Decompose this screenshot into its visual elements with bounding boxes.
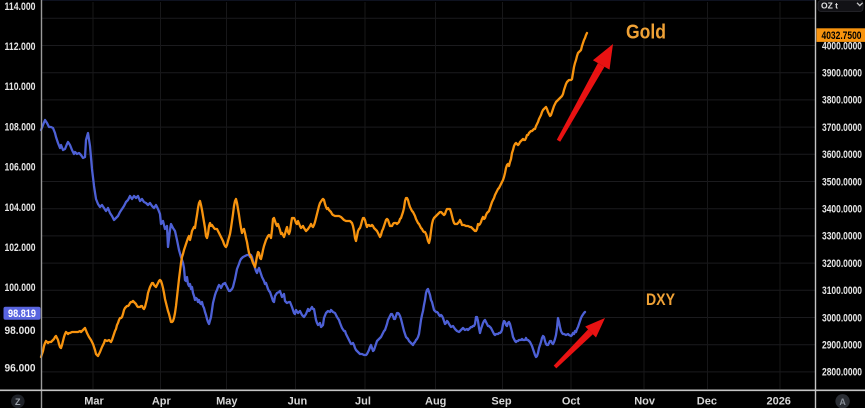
svg-text:3000.0000: 3000.0000: [822, 312, 862, 324]
svg-text:3300.0000: 3300.0000: [822, 231, 862, 243]
svg-text:Dec: Dec: [697, 396, 717, 408]
svg-text:100.000: 100.000: [5, 282, 36, 294]
svg-text:3700.0000: 3700.0000: [822, 122, 862, 134]
svg-text:Mar: Mar: [84, 396, 104, 408]
svg-text:Sep: Sep: [491, 396, 511, 408]
svg-text:96.000: 96.000: [5, 363, 36, 375]
svg-text:104.000: 104.000: [5, 202, 36, 214]
svg-text:3800.0000: 3800.0000: [822, 95, 862, 107]
svg-text:Z: Z: [15, 397, 21, 407]
svg-text:3500.0000: 3500.0000: [822, 176, 862, 188]
svg-text:Gold: Gold: [626, 22, 666, 44]
svg-text:2900.0000: 2900.0000: [822, 340, 862, 352]
svg-text:4000.0000: 4000.0000: [822, 40, 862, 52]
svg-text:Oct: Oct: [562, 396, 581, 408]
svg-text:114.000: 114.000: [5, 1, 36, 13]
svg-text:Jul: Jul: [355, 396, 371, 408]
svg-text:112.000: 112.000: [5, 41, 36, 53]
svg-text:3900.0000: 3900.0000: [822, 68, 862, 80]
svg-text:108.000: 108.000: [5, 121, 36, 133]
svg-text:110.000: 110.000: [5, 81, 36, 93]
svg-text:Apr: Apr: [152, 396, 172, 408]
svg-text:3200.0000: 3200.0000: [822, 258, 862, 270]
svg-text:May: May: [216, 396, 238, 408]
svg-text:3100.0000: 3100.0000: [822, 285, 862, 297]
svg-text:102.000: 102.000: [5, 242, 36, 254]
svg-text:OZ t: OZ t: [821, 1, 838, 11]
svg-text:Aug: Aug: [425, 396, 446, 408]
svg-text:2800.0000: 2800.0000: [822, 367, 862, 379]
svg-text:4032.7500: 4032.7500: [822, 30, 862, 42]
svg-text:3400.0000: 3400.0000: [822, 204, 862, 216]
svg-text:3600.0000: 3600.0000: [822, 149, 862, 161]
svg-text:2026: 2026: [766, 396, 790, 408]
svg-text:Jun: Jun: [288, 396, 308, 408]
svg-text:106.000: 106.000: [5, 162, 36, 174]
svg-text:A: A: [839, 397, 846, 407]
svg-text:Nov: Nov: [634, 396, 656, 408]
svg-text:98.000: 98.000: [5, 325, 36, 337]
svg-text:98.819: 98.819: [8, 308, 36, 320]
svg-text:DXY: DXY: [646, 290, 676, 309]
